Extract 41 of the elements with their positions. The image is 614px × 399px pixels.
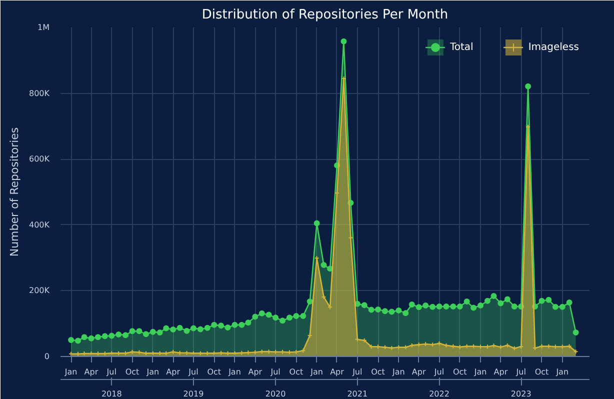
- x-tick-label: Apr: [248, 368, 263, 376]
- x2-tick-label: 2020: [265, 390, 286, 398]
- x-tick-label: Oct: [125, 368, 140, 376]
- x-tick-label: Apr: [494, 368, 508, 376]
- y-tick-label: 0: [44, 352, 50, 361]
- x-tick-label: Oct: [534, 368, 549, 376]
- y-tick-label: 400K: [28, 220, 50, 230]
- legend-label: Imageless: [528, 42, 579, 52]
- x-tick-label: Jul: [106, 368, 116, 376]
- y-tick-label: 1M: [38, 23, 50, 32]
- x-tick-label: Jan: [64, 368, 78, 376]
- x2-tick-label: 2022: [429, 390, 450, 398]
- x-tick-label: Apr: [330, 368, 345, 376]
- x-tick-label: Jan: [473, 368, 487, 376]
- y-tick-label: 600K: [28, 154, 50, 164]
- x-tick-label: Oct: [289, 368, 304, 376]
- x-tick-label: Jan: [555, 368, 569, 376]
- x-tick-label: Apr: [166, 368, 181, 376]
- x-tick-label: Oct: [207, 368, 222, 376]
- x-tick-label: Apr: [412, 368, 426, 376]
- x-tick-label: Jan: [228, 368, 241, 376]
- x-tick-label: Apr: [84, 368, 99, 376]
- x-tick-label: Oct: [371, 368, 385, 376]
- y-axis-title: Number of Repositories: [8, 127, 21, 257]
- x-tick-label: Jul: [515, 368, 526, 376]
- x2-tick-label: 2021: [347, 390, 368, 398]
- legend-label: Total: [450, 42, 474, 52]
- x-tick-label: Jan: [310, 368, 323, 376]
- x-tick-label: Jul: [433, 368, 444, 376]
- y-tick-label: 800K: [28, 88, 50, 98]
- x2-tick-label: 2018: [101, 390, 122, 398]
- x-tick-label: Jan: [146, 368, 160, 376]
- x-tick-label: Jul: [352, 368, 362, 376]
- x-tick-label: Oct: [452, 368, 467, 376]
- x2-tick-label: 2019: [183, 390, 204, 398]
- chart-title: Distribution of Repositories Per Month: [202, 8, 448, 22]
- x-tick-label: Jan: [392, 368, 405, 376]
- x-tick-label: Jul: [188, 368, 198, 376]
- y-tick-label: 200K: [28, 286, 50, 296]
- x-tick-label: Jul: [270, 368, 280, 376]
- x2-tick-label: 2023: [510, 390, 532, 398]
